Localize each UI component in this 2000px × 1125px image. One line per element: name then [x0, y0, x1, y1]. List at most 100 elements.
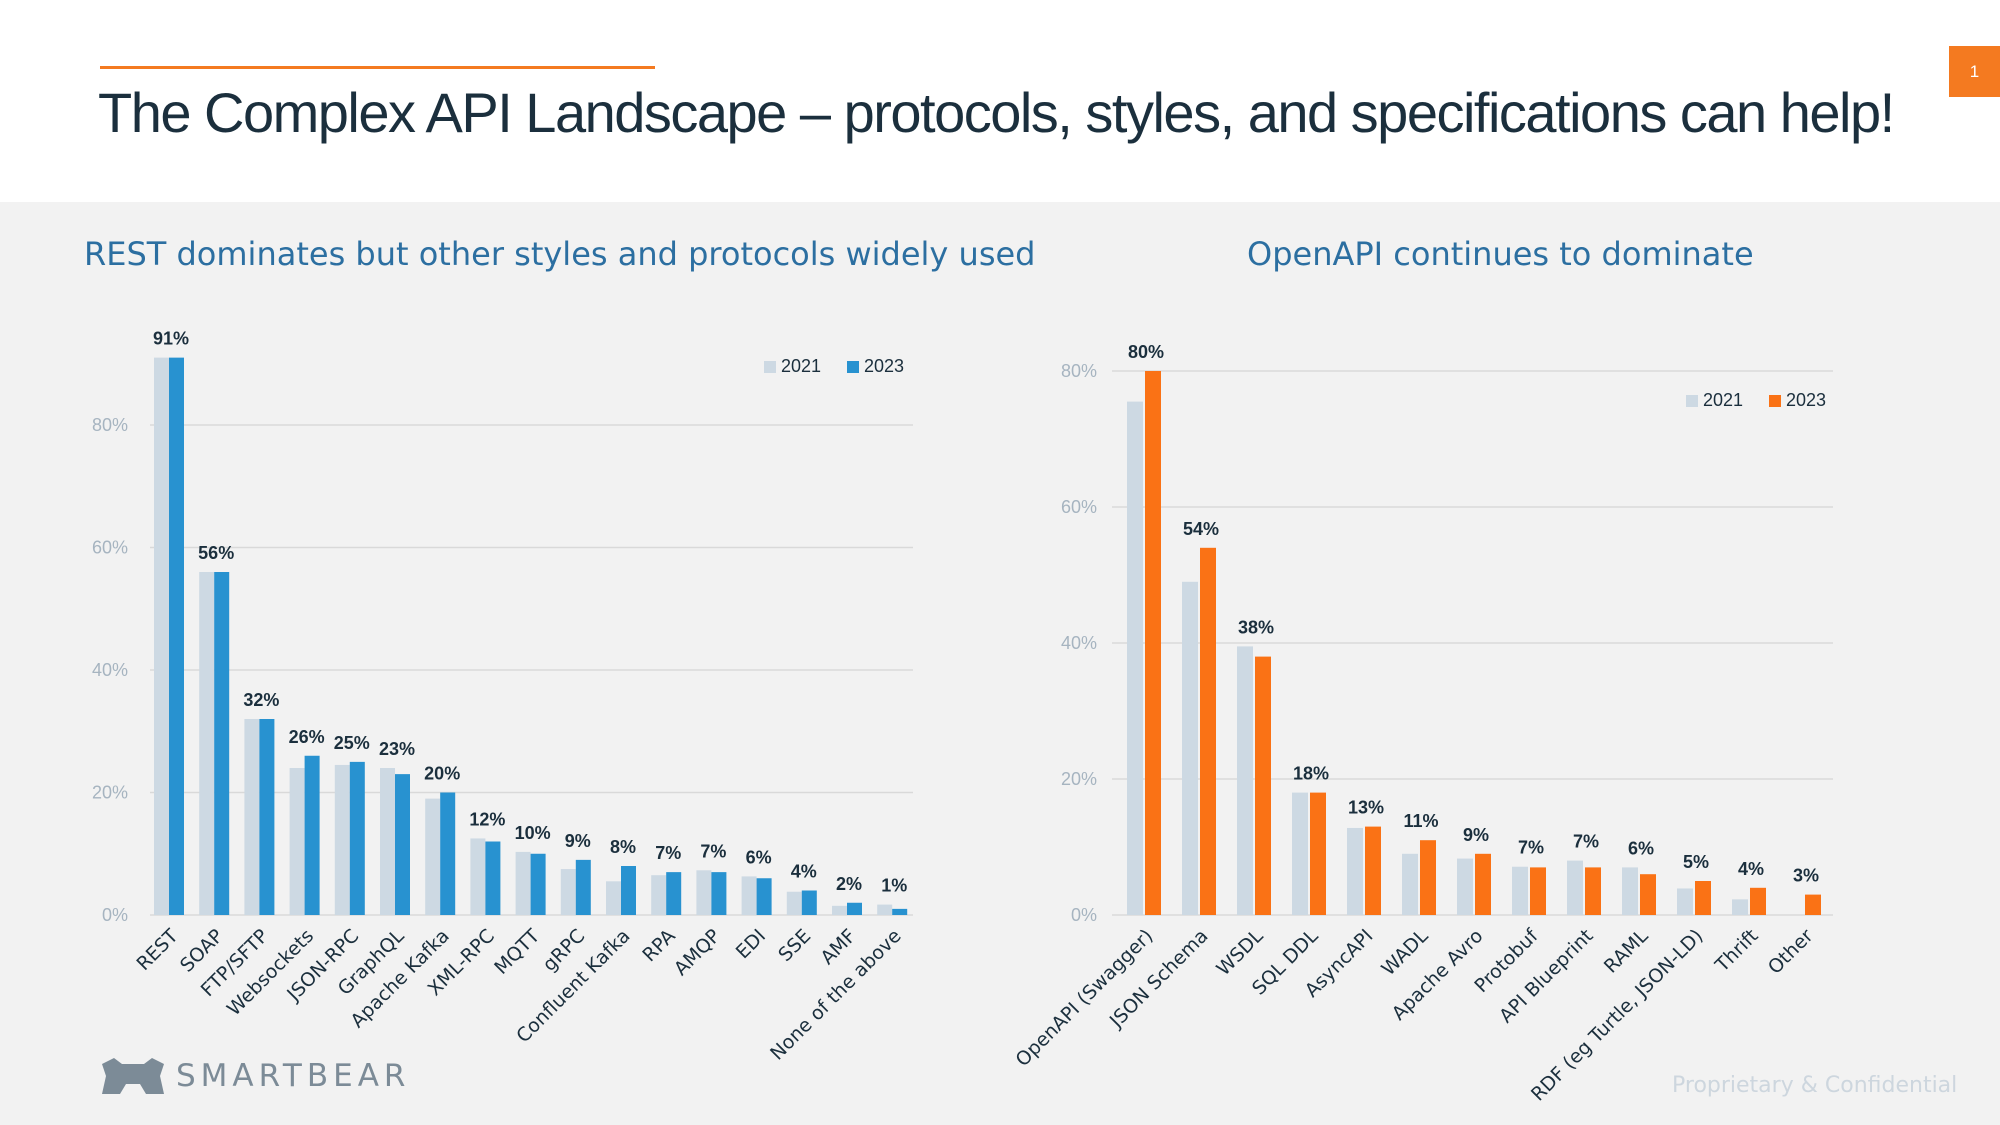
bar-2023: [621, 866, 636, 915]
bar-2021: [515, 851, 531, 915]
data-label: 80%: [1128, 342, 1164, 362]
data-label: 32%: [243, 690, 279, 710]
bar-2023: [1145, 371, 1161, 915]
api-styles-bar-chart: 0%20%40%60%80%91%REST56%SOAP32%FTP/SFTP2…: [92, 329, 913, 1065]
bar-2023: [169, 357, 184, 915]
legend-label-2023: 2023: [1786, 390, 1826, 410]
smartbear-logo: SMARTBEAR: [100, 1056, 410, 1096]
bar-2023: [395, 774, 410, 915]
x-category-label: RAML: [1600, 925, 1653, 978]
chart-rest-title: REST dominates but other styles and prot…: [84, 235, 1036, 273]
bar-2023: [1530, 867, 1546, 915]
title-accent-line: [100, 66, 655, 69]
bar-2021: [289, 768, 305, 915]
data-label: 11%: [1403, 811, 1438, 831]
bar-2021: [199, 572, 215, 915]
bar-2023: [349, 761, 365, 915]
data-label: 7%: [1518, 838, 1544, 858]
bar-2023: [440, 792, 456, 915]
y-tick-label: 40%: [92, 660, 128, 680]
bar-2021: [425, 798, 441, 915]
data-label: 9%: [565, 831, 591, 851]
confidential-footer: Proprietary & Confidential: [1672, 1073, 1958, 1098]
bar-2021: [1622, 867, 1638, 915]
bar-2021: [786, 891, 802, 915]
bar-2021: [560, 869, 576, 915]
data-label: 13%: [1348, 798, 1384, 818]
data-label: 23%: [379, 739, 415, 759]
bar-2021: [1127, 401, 1143, 916]
y-tick-label: 0%: [102, 905, 128, 925]
data-label: 1%: [881, 876, 907, 896]
bar-2023: [1255, 656, 1271, 915]
bar-2023: [756, 878, 772, 915]
bar-2023: [530, 853, 546, 915]
bar-2023: [1805, 894, 1821, 915]
legend-label-2023: 2023: [864, 356, 904, 376]
bar-2023: [1365, 826, 1381, 915]
data-label: 18%: [1293, 764, 1329, 784]
bar-2023: [1420, 840, 1436, 915]
bar-2023: [666, 872, 682, 915]
y-tick-label: 20%: [92, 783, 128, 803]
bar-2021: [877, 904, 893, 915]
bar-2021: [334, 764, 350, 915]
data-label: 6%: [746, 847, 772, 867]
data-label: 4%: [791, 862, 817, 882]
data-label: 3%: [1793, 866, 1819, 886]
bar-2021: [651, 875, 667, 915]
data-label: 9%: [1463, 825, 1489, 845]
data-label: 38%: [1238, 617, 1274, 637]
bear-icon: [102, 1058, 164, 1094]
bar-2023: [1750, 887, 1766, 915]
bar-2023: [1640, 874, 1656, 915]
legend-label-2021: 2021: [781, 356, 821, 376]
bar-2023: [259, 719, 275, 915]
data-label: 20%: [424, 764, 460, 784]
bar-2021: [380, 768, 395, 915]
bar-2021: [1677, 888, 1693, 915]
bar-2021: [1292, 792, 1308, 915]
bar-2023: [711, 872, 727, 915]
chart-openapi-title: OpenAPI continues to dominate: [1247, 235, 1754, 273]
bar-2021: [741, 876, 757, 915]
bar-2021: [606, 881, 621, 915]
data-label: 2%: [836, 874, 862, 894]
data-label: 54%: [1183, 519, 1219, 539]
bar-2021: [1457, 858, 1473, 915]
bar-2023: [214, 572, 230, 915]
bar-2021: [1237, 646, 1253, 915]
legend-swatch-2021: [1686, 395, 1698, 407]
x-category-label: JSON Schema: [1105, 925, 1213, 1033]
bar-2023: [1310, 792, 1326, 915]
bar-2021: [1732, 899, 1748, 915]
bar-2021: [1347, 827, 1363, 915]
data-label: 8%: [610, 837, 636, 857]
bar-2023: [801, 890, 817, 915]
bar-2021: [832, 905, 847, 915]
data-label: 10%: [515, 823, 551, 843]
data-label: 7%: [1573, 832, 1599, 852]
y-tick-label: 60%: [92, 538, 128, 558]
logo-wordmark: SMARTBEAR: [176, 1058, 411, 1094]
bar-2023: [1695, 881, 1711, 915]
bar-2023: [485, 841, 501, 915]
data-label: 4%: [1738, 859, 1764, 879]
data-label: 7%: [655, 843, 681, 863]
bar-2023: [304, 755, 320, 915]
bar-2021: [1567, 860, 1583, 915]
x-category-label: Thrift: [1711, 925, 1763, 977]
bar-2023: [892, 908, 908, 915]
bar-2023: [1200, 547, 1216, 915]
bar-2021: [470, 838, 486, 915]
bar-2021: [154, 357, 169, 915]
legend-swatch-2023: [1769, 395, 1781, 407]
bar-2023: [1585, 867, 1601, 915]
data-label: 56%: [198, 543, 234, 563]
bar-2021: [244, 719, 260, 915]
y-tick-label: 80%: [1061, 361, 1097, 381]
data-label: 12%: [469, 809, 505, 829]
bar-2023: [847, 902, 862, 915]
y-tick-label: 20%: [1061, 769, 1097, 789]
